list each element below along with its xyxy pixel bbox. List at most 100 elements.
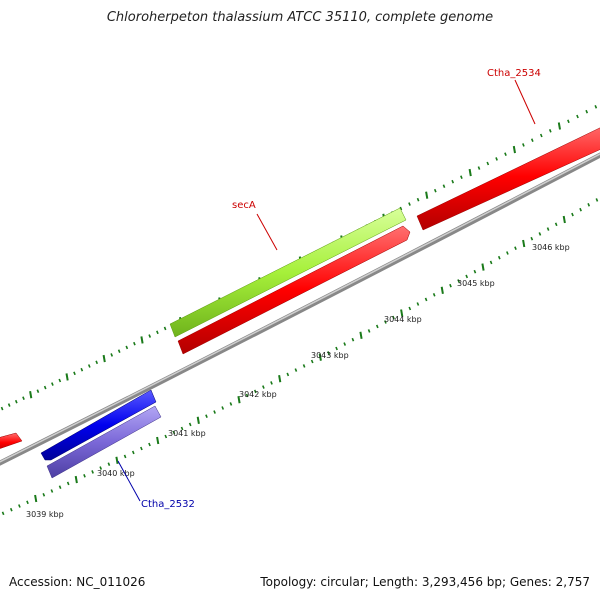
inner-scale-tick [595,198,599,202]
inner-scale-tick [66,481,70,486]
outer-scale-tick [486,161,490,166]
genome-summary: Topology: circular; Length: 3,293,456 bp… [260,575,590,589]
outer-scale-tick [468,168,472,177]
outer-scale-tick [548,129,552,133]
outer-scale-tick [73,371,76,376]
outer-scale-tick [65,373,69,381]
inner-scale-tick [367,329,371,333]
outer-scale-tick [110,353,114,357]
outer-scale-tick [594,105,598,109]
inner-scale-tick [554,222,558,227]
outer-scale-tick [43,385,47,390]
outer-scale-tick [58,378,62,383]
scale-label-3041: 3041 kbp [168,429,206,438]
outer-scale-tick [125,345,129,350]
outer-scale-tick [14,399,18,404]
inner-scale-tick [58,485,62,489]
inner-scale-tick [286,372,290,377]
inner-scale-tick [562,215,566,224]
inner-scale-tick [9,507,13,512]
outer-scale-tick [522,143,525,147]
outer-scale-tick [95,360,99,365]
inner-scale-tick [42,493,46,497]
scale-label-3040: 3040 kbp [97,469,135,478]
inner-scale-tick [140,446,143,451]
inner-scale-tick [343,342,347,346]
scale-label-3043: 3043 kbp [311,351,349,360]
outer-scale-tick [0,406,4,411]
outer-scale-tick [22,396,25,400]
outer-scale-tick [7,403,11,407]
inner-scale-tick [408,306,412,311]
gene-label-ctha-2534[interactable]: Ctha_2534 [487,68,541,125]
inner-scale-tick [489,260,493,265]
gene-label-ctha-2534-text: Ctha_2534 [487,68,541,79]
inner-scale-tick [99,466,103,470]
inner-scale-ticks [1,198,599,516]
inner-scale-tick [148,442,151,447]
inner-scale-tick [302,364,306,368]
cds-seca-highlight[interactable] [169,207,407,338]
inner-scale-tick [270,381,273,385]
inner-scale-tick [107,462,111,466]
inner-scale-tick [262,385,265,389]
inner-scale-tick [237,396,241,404]
inner-scale-tick [432,293,436,297]
inner-scale-tick [351,337,355,342]
inner-scale-tick [335,346,338,351]
outer-scale-tick [51,382,54,386]
inner-scale-tick [229,402,233,406]
map-title: Chloroherpeton thalassium ATCC 35110, co… [106,10,494,25]
inner-scale-tick [34,494,38,503]
inner-scale-tick [50,489,54,493]
cds-forward-left[interactable] [0,432,23,452]
inner-scale-tick [318,353,322,361]
inner-scale-tick [188,422,192,427]
inner-scale-tick [497,255,501,260]
outer-scale-tick [567,119,570,124]
outer-scale-tick [451,179,455,184]
inner-scale-tick [375,324,379,329]
inner-scale-tick [587,203,591,207]
cds-ctha-2534[interactable] [416,123,600,231]
inner-scale-tick [180,426,184,431]
inner-scale-tick [579,207,582,212]
accession-label: Accession: NC_011026 [9,575,146,589]
inner-scale-tick [538,232,542,236]
inner-scale-tick [131,450,135,455]
inner-scale-tick [18,504,21,508]
inner-scale-tick [245,393,249,398]
cds-seca[interactable] [177,225,411,355]
gene-label-seca[interactable]: secA [232,200,278,251]
inner-scale-tick [115,456,119,464]
inner-scale-tick [546,227,550,231]
outer-scale-tick [36,389,40,393]
inner-scale-tick [440,286,444,294]
outer-scale-tick [87,364,91,368]
outer-scale-tick [80,367,84,372]
outer-scale-tick [504,152,507,156]
outer-scale-tick [433,188,437,193]
inner-scale-tick [392,315,395,320]
inner-scale-tick [384,320,387,324]
outer-scale-tick [425,191,429,199]
inner-scale-tick [416,302,420,306]
outer-scale-tick [512,145,516,154]
scale-label-3044: 3044 kbp [384,315,422,324]
outer-scale-tick [585,109,589,114]
outer-scale-ticks [0,105,598,411]
feature-ctha-2532[interactable] [46,405,162,479]
gene-label-ctha-2532[interactable]: Ctha_2532 [117,460,195,510]
inner-scale-tick [465,274,469,279]
inner-scale-tick [571,212,574,217]
scale-labels: 3039 kbp 3040 kbp 3041 kbp 3042 kbp 3043… [26,243,570,519]
inner-scale-tick [26,500,29,505]
scale-label-3045: 3045 kbp [457,279,495,288]
inner-scale-tick [530,236,534,241]
cds-reverse-blue[interactable] [40,389,157,461]
outer-scale-tick [156,330,159,335]
outer-scale-tick [148,334,152,338]
inner-scale-tick [91,470,94,474]
inner-scale-tick [514,246,517,250]
